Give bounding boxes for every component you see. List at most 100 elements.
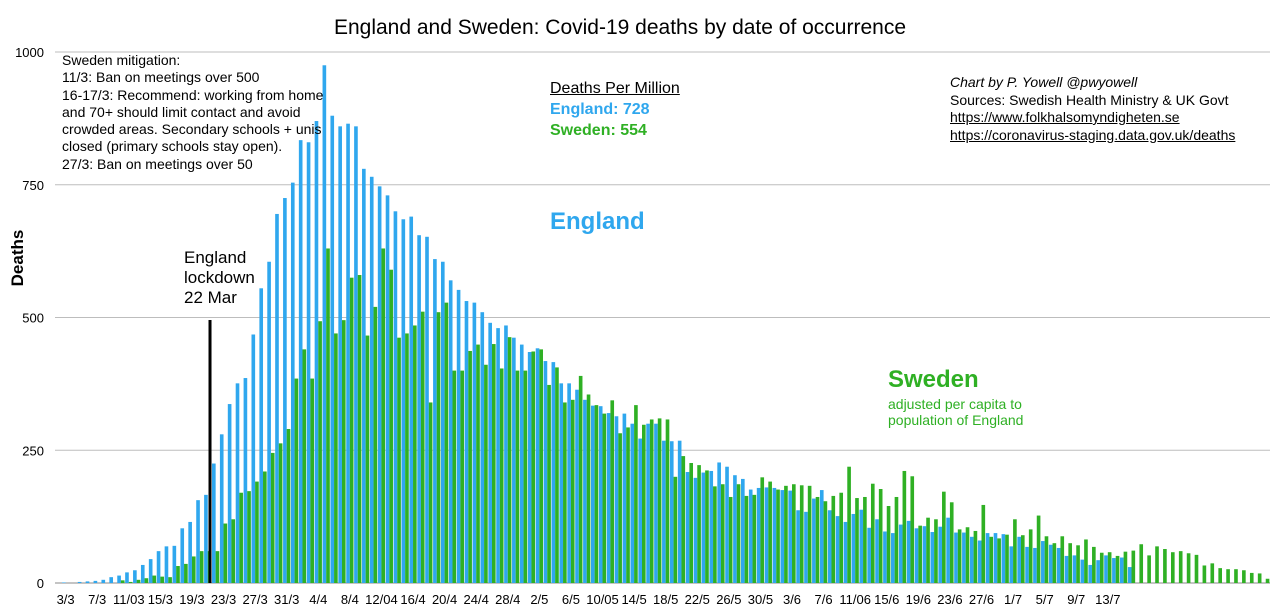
- x-tick-label: 23/3: [211, 592, 236, 607]
- bar-england: [835, 516, 840, 583]
- bar-sweden: [1036, 515, 1041, 583]
- bar-england: [630, 423, 635, 583]
- bar-england: [733, 475, 737, 583]
- bar-england: [377, 186, 382, 583]
- x-tick-labels: 3/3 7/3 11/03 15/3 19/3 23/3 27/3 31/3 4/4 8/4 12/…: [57, 592, 1121, 607]
- england-deaths-per-million: England: 728: [550, 101, 650, 118]
- bar-england: [1119, 557, 1124, 583]
- bar-sweden: [1155, 546, 1159, 583]
- bar-sweden: [357, 275, 362, 583]
- bar-sweden: [555, 367, 559, 583]
- bar-england: [425, 236, 429, 583]
- bar-sweden: [341, 320, 346, 583]
- bar-sweden: [570, 399, 575, 583]
- bar-sweden: [215, 551, 220, 583]
- bar-sweden: [499, 368, 504, 583]
- bar-england: [543, 361, 548, 583]
- bar-england: [1041, 541, 1045, 583]
- x-tick-label: 19/6: [906, 592, 931, 607]
- mitigation-line: 16-17/3: Recommend: working from home an…: [62, 86, 324, 155]
- bar-england: [133, 570, 137, 583]
- bar-england: [243, 378, 248, 583]
- bar-sweden: [136, 579, 141, 583]
- bar-england: [298, 140, 303, 583]
- bar-sweden: [689, 462, 694, 583]
- bar-sweden: [594, 405, 599, 583]
- bar-england: [409, 216, 414, 584]
- bar-sweden: [610, 400, 615, 583]
- bar-england: [417, 235, 421, 583]
- bar-sweden: [152, 575, 157, 583]
- bar-england: [891, 533, 895, 583]
- bar-england: [812, 498, 816, 583]
- bar-england: [575, 389, 579, 583]
- bar-sweden: [768, 481, 772, 583]
- bar-england: [504, 325, 508, 583]
- y-tick-label: 1000: [15, 45, 44, 60]
- bar-england: [843, 521, 848, 583]
- bar-sweden: [870, 483, 875, 583]
- x-tick-label: 5/7: [1036, 592, 1054, 607]
- bar-sweden: [705, 470, 709, 583]
- bar-england: [1025, 546, 1029, 583]
- bar-sweden: [484, 364, 488, 583]
- bar-england: [819, 490, 824, 583]
- bar-sweden: [286, 429, 291, 583]
- bar-sweden: [365, 335, 370, 583]
- bar-england: [827, 510, 832, 583]
- x-tick-label: 27/6: [969, 592, 994, 607]
- bar-sweden: [1068, 543, 1072, 583]
- bar-england: [946, 517, 950, 583]
- x-tick-label: 28/4: [495, 592, 520, 607]
- bar-sweden: [1234, 569, 1238, 583]
- bar-sweden: [176, 566, 180, 583]
- bar-england: [748, 489, 753, 583]
- bar-england: [164, 546, 169, 583]
- y-tick-label: 0: [37, 576, 44, 591]
- bar-england: [93, 580, 98, 583]
- bar-sweden: [965, 527, 970, 583]
- bar-england: [756, 487, 761, 583]
- source-link-sweden[interactable]: https://www.folkhalsomyndigheten.se: [950, 109, 1180, 125]
- bar-england: [772, 487, 777, 583]
- bar-england: [62, 582, 66, 583]
- bar-sweden: [720, 484, 725, 583]
- bar-sweden: [1170, 552, 1175, 583]
- bar-sweden: [1131, 550, 1136, 583]
- bar-england: [251, 334, 256, 583]
- bar-england: [314, 121, 319, 583]
- bar-england: [701, 472, 706, 583]
- bar-sweden: [1218, 568, 1222, 583]
- x-tick-label: 9/7: [1067, 592, 1085, 607]
- bar-england: [448, 280, 453, 583]
- source-link-uk[interactable]: https://coronavirus-staging.data.gov.uk/…: [950, 126, 1236, 143]
- bar-sweden: [420, 311, 425, 583]
- bar-england: [1064, 555, 1069, 583]
- bar-england: [669, 441, 674, 583]
- x-tick-label: 19/3: [179, 592, 204, 607]
- x-tick-label: 15/3: [148, 592, 173, 607]
- x-tick-label: 14/5: [621, 592, 646, 607]
- bar-sweden: [878, 489, 883, 583]
- bar-sweden: [191, 556, 196, 583]
- bar-sweden: [168, 577, 172, 583]
- lockdown-annotation: England lockdown 22 Mar: [184, 248, 255, 308]
- bar-sweden: [507, 337, 512, 583]
- bar-england: [1112, 558, 1116, 583]
- bar-sweden: [539, 349, 543, 583]
- x-tick-label: 24/4: [464, 592, 489, 607]
- bar-sweden: [302, 349, 307, 583]
- bar-england: [590, 405, 595, 583]
- bar-england: [148, 559, 153, 583]
- bar-sweden: [531, 351, 536, 583]
- bar-england: [693, 477, 698, 583]
- bar-sweden: [760, 477, 765, 583]
- bar-sweden: [547, 384, 551, 583]
- bar-england: [519, 344, 524, 583]
- x-tick-label: 22/5: [685, 592, 710, 607]
- bar-sweden: [1084, 539, 1088, 583]
- lockdown-line-1: England: [184, 248, 247, 267]
- bar-sweden: [1013, 519, 1017, 583]
- bar-sweden: [491, 344, 496, 583]
- bar-sweden: [1242, 570, 1246, 583]
